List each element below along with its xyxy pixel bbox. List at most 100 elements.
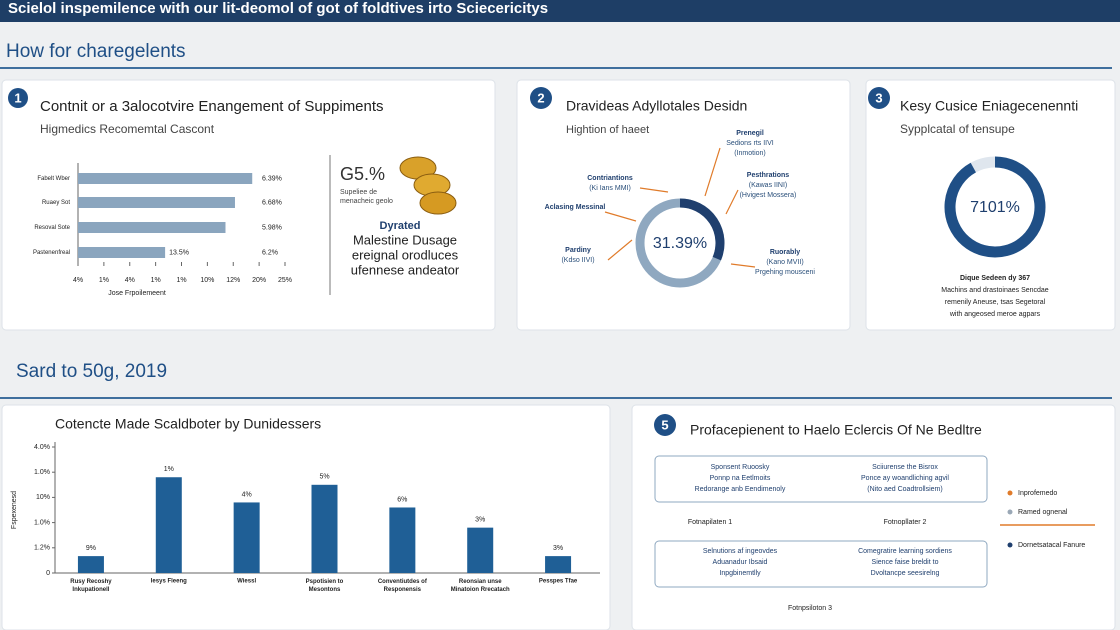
badge-number: 2 [537,90,544,105]
annotation: 4% [242,491,252,498]
annotation: 3% [553,545,563,552]
badge [868,87,890,109]
box-text: Selnutions af ingeovdes [703,548,778,555]
callout-text: (Kawas IINI) [749,182,788,189]
legend-label: Ramed ognenal [1018,509,1068,516]
x-tick-label: Conventiutdes of Responensis [378,579,428,593]
side-body: Malestine Dusage [353,232,457,247]
y-tick-label: Ruaey Sot [42,200,70,206]
card [1,404,611,630]
side-line: menacheic geolo [340,198,393,205]
callout-text: (Ki Ians MMI) [589,185,631,192]
x-tick-label: 1% [176,277,186,284]
box-text: Dvoltancpe seesirelng [871,570,940,577]
callout-text: Contriantions [587,175,633,182]
x-tick-label: 1% [151,277,161,284]
box-text: (Nito aed Coadtrollsiem) [867,486,942,493]
x-tick-label: 1% [99,277,109,284]
banner [0,0,1120,22]
x-tick-label: 4% [125,277,135,284]
annotation: 6% [397,496,407,503]
donut-label: 7101% [970,199,1020,216]
callout-text: (Kano MVII) [766,259,803,266]
y-tick-label: Fabelt Wber [37,176,70,182]
card-subtitle: Hightion of haeet [566,124,649,136]
callout-text: (Hvigest Mossera) [740,192,797,199]
caption: Dique Sedeen dy 367 [960,275,1030,282]
box-text: Inpgbinemtlly [719,570,761,577]
callout-text: (Kdso IIVI) [561,257,594,264]
y-tick-label: 0 [46,570,50,577]
x-tick-label: 4% [73,277,83,284]
bar [233,502,260,573]
y-tick-label: Pastenenfreal [33,250,70,256]
x-tick-label: Pspotisien to Mesontons [306,579,344,593]
x-tick-label: 10% [200,277,214,284]
callout-arrow [607,239,633,261]
card-title: Contnit or a 3alocotvire Enangement of S… [40,98,384,115]
annotation: 5% [319,474,329,481]
card-subtitle: Sypplcatal of tensupe [900,122,1015,136]
badge-number: 1 [14,90,21,105]
callout-arrow [639,187,669,193]
box-text: Sponsent Ruoosky [711,464,770,471]
box-text: Sience faise breldit to [872,559,939,566]
body-line: remenily Aneuse, tsas Segetoral [945,299,1046,306]
y-axis-label: Fspexenesd [11,491,18,529]
bar [78,197,235,208]
side-body: ereignal orodluces [352,247,459,262]
y-tick-label: 1.2% [34,545,50,552]
callout-text: Prenegil [736,130,764,137]
card-title: Profacepienent to Haelo Eclercis Of Ne B… [690,422,982,438]
callout-arrow [704,147,721,197]
banner-text: Scielol inspemilence with our lit-deomol… [8,0,548,17]
badge-number: 3 [875,90,882,105]
box-caption: Fotnopllater 2 [884,519,927,526]
section-title: Sard to 50g, 2019 [16,361,167,382]
side-line: Supeliee de [340,189,377,196]
annotation: 6.68% [262,199,282,206]
bar [467,527,494,573]
bar [545,556,572,573]
card [631,404,1116,630]
bar [78,173,253,184]
info-box [654,455,988,503]
callout-text: Pesthrations [747,172,790,179]
x-tick-label: 20% [252,277,266,284]
card-subtitle: Higmedics Recomemtal Cascont [40,122,215,136]
bar [78,222,226,233]
box-text: Comegratire learning sordiens [858,548,952,555]
coins-icon [399,156,457,215]
box-text: Sciiurense the Bisrox [872,464,938,471]
x-axis-label: Jose Frpoilemeent [108,290,166,297]
body-line: with angeosed meroe agpars [949,311,1041,318]
callout-text: Prgehing mousceni [755,269,815,276]
annotation: 6.39% [262,175,282,182]
annotation: 1% [164,466,174,473]
section-title: How for charegelents [6,41,186,62]
bar [311,484,338,573]
badge [8,88,28,108]
side-body: ufennese andeator [351,262,460,277]
bar [78,247,166,258]
bar [389,507,416,573]
callout-arrow [730,263,756,268]
legend-label: Dornetsatacal Fanure [1018,542,1085,549]
x-tick-label: Pesspes Tfae [539,579,578,585]
bar [155,477,182,573]
card-title: Dravideas Adyllotales Desidn [566,98,747,114]
callout-arrow [604,211,637,222]
info-box [654,540,988,588]
annotation: 6.2% [262,249,278,256]
card [1,79,496,331]
callout-text: Aclasing Messinal [545,204,606,211]
box-caption: Fotnpsiloton 3 [788,605,832,612]
legend-dot [1007,509,1013,515]
box-caption: Fotnapilaten 1 [688,519,732,526]
donut-label: 31.39% [653,235,707,252]
annotation: 9% [86,545,96,552]
callout-text: (Inmotion) [734,150,766,157]
box-text: Aduanadur Ibsaid [713,559,768,566]
